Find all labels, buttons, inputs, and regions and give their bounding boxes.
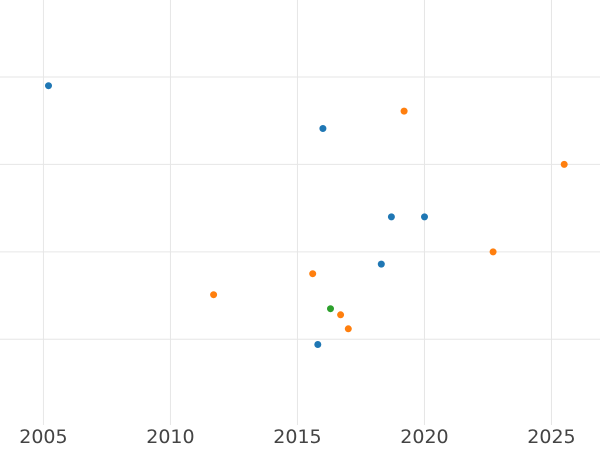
data-point-orange: [560, 160, 568, 168]
data-point-blue: [377, 260, 385, 268]
data-point-orange: [489, 248, 497, 256]
data-point-green: [327, 305, 334, 313]
data-point-blue: [314, 341, 322, 348]
data-point-blue: [421, 213, 428, 221]
data-point-blue: [387, 213, 395, 221]
data-point-orange: [210, 291, 218, 299]
data-point-blue: [319, 125, 327, 132]
data-point-orange: [344, 325, 352, 333]
data-point-orange: [309, 270, 317, 278]
data-point-blue: [45, 82, 52, 90]
data-point-orange: [337, 311, 345, 319]
data-point-orange: [400, 107, 408, 115]
